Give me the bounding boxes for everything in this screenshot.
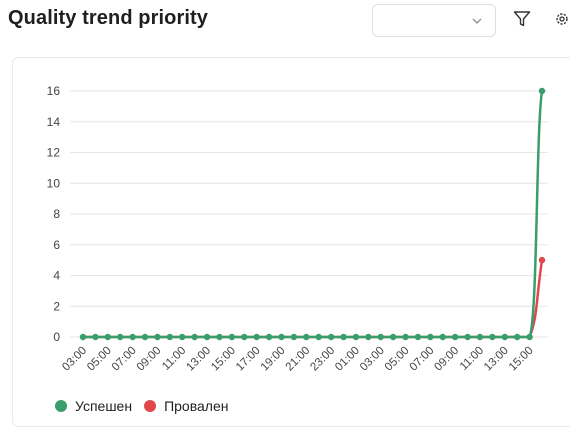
data-point-success	[129, 333, 136, 341]
x-tick-label: 15:00	[507, 345, 536, 374]
x-tick-label: 09:00	[135, 345, 164, 374]
x-tick-label: 03:00	[358, 345, 387, 374]
x-tick-label: 21:00	[284, 345, 313, 374]
data-point-success	[191, 333, 198, 341]
data-point-success	[79, 333, 87, 341]
data-point-failed	[538, 256, 546, 264]
gear-icon[interactable]	[554, 10, 570, 28]
data-point-success	[538, 87, 546, 95]
x-tick-label: 07:00	[408, 345, 437, 374]
legend-label-failed: Провален	[164, 398, 229, 414]
data-point-success	[241, 333, 248, 341]
data-point-success	[253, 333, 260, 341]
data-point-success	[439, 333, 446, 341]
data-point-success	[414, 333, 422, 341]
chart-grid	[70, 90, 548, 338]
data-point-success	[464, 333, 471, 341]
y-tick-label: 10	[47, 176, 61, 190]
x-axis-ticks: 03:0005:0007:0009:0011:0013:0015:0017:00…	[60, 345, 535, 374]
x-tick-label: 13:00	[184, 345, 213, 374]
x-tick-label: 11:00	[160, 345, 188, 373]
x-tick-label: 03:00	[60, 345, 89, 374]
data-point-success	[402, 333, 409, 341]
x-tick-label: 19:00	[259, 345, 288, 374]
y-tick-label: 16	[47, 84, 61, 98]
y-tick-label: 6	[53, 238, 60, 252]
data-point-success	[352, 333, 360, 341]
y-axis-ticks: 0 2 4 6 8 10 12 14 16	[47, 84, 61, 344]
x-tick-label: 15:00	[209, 345, 238, 374]
data-point-success	[501, 333, 508, 341]
x-tick-label: 01:00	[333, 345, 362, 374]
data-point-success	[526, 333, 533, 341]
data-point-success	[179, 333, 186, 341]
x-tick-label: 17:00	[234, 345, 263, 374]
data-point-success	[513, 333, 521, 341]
data-point-success	[278, 333, 285, 341]
y-tick-label: 2	[53, 299, 60, 313]
chevron-down-icon	[472, 18, 482, 24]
data-point-success	[427, 333, 434, 341]
legend-item-success[interactable]: Успешен	[55, 398, 132, 414]
data-point-success	[290, 333, 298, 341]
series-line-1	[83, 259, 544, 339]
chart-points	[79, 87, 546, 341]
y-tick-label: 14	[47, 115, 61, 129]
data-point-success	[228, 333, 236, 341]
data-point-success	[104, 333, 112, 341]
data-point-success	[216, 333, 223, 341]
data-point-success	[203, 333, 211, 341]
x-tick-label: 05:00	[383, 345, 412, 374]
legend-dot-failed	[144, 400, 157, 412]
data-point-success	[92, 333, 99, 341]
legend-label-success: Успешен	[75, 398, 133, 414]
data-point-success	[141, 333, 149, 341]
x-tick-label: 11:00	[458, 345, 486, 373]
y-tick-label: 0	[53, 330, 60, 344]
x-tick-label: 13:00	[482, 345, 511, 374]
chart-legend: Успешен Провален	[55, 398, 240, 414]
data-point-success	[340, 333, 347, 341]
y-tick-label: 4	[53, 269, 60, 283]
x-tick-label: 07:00	[110, 345, 139, 374]
chart-card	[12, 57, 570, 427]
data-point-success	[377, 333, 384, 341]
y-tick-label: 8	[53, 207, 60, 221]
y-tick-label: 12	[47, 146, 61, 160]
data-point-success	[166, 333, 174, 341]
data-point-success	[327, 333, 335, 341]
filter-icon[interactable]	[512, 9, 532, 29]
data-point-success	[315, 333, 322, 341]
x-tick-label: 05:00	[85, 345, 114, 374]
x-tick-label: 09:00	[432, 345, 461, 374]
data-point-success	[389, 333, 397, 341]
data-point-success	[489, 333, 496, 341]
legend-item-failed[interactable]: Провален	[144, 398, 228, 414]
data-point-success	[117, 333, 124, 341]
period-select[interactable]	[372, 4, 496, 37]
x-tick-label: 23:00	[308, 345, 337, 374]
legend-dot-success	[55, 400, 67, 412]
data-point-success	[476, 333, 484, 341]
data-point-success	[303, 333, 310, 341]
data-point-success	[265, 333, 273, 341]
data-point-success	[451, 333, 459, 341]
page-title: Quality trend priority	[8, 7, 209, 29]
data-point-success	[365, 333, 372, 341]
data-point-success	[154, 333, 161, 341]
